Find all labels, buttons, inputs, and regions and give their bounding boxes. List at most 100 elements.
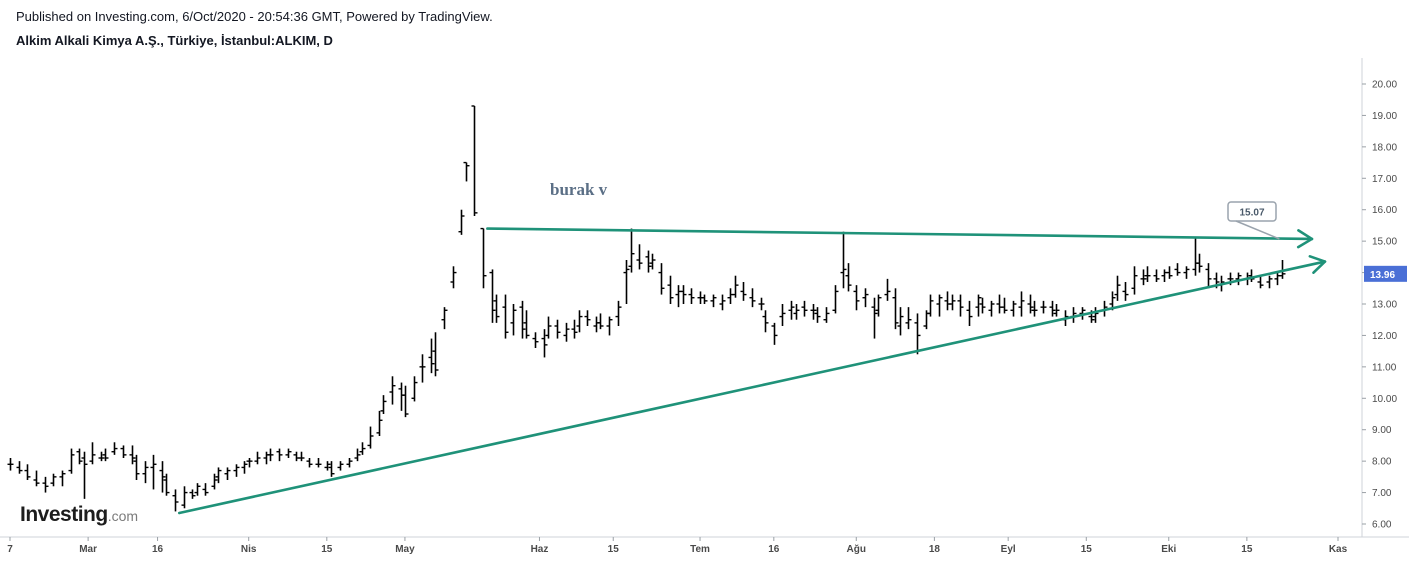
ohlc-bar — [1040, 300, 1047, 314]
x-tick-label: Mar — [79, 544, 97, 555]
ohlc-bar — [727, 288, 734, 304]
ohlc-bar — [1049, 300, 1056, 317]
y-tick-label: 17.00 — [1372, 174, 1397, 185]
ohlc-bar — [832, 285, 839, 314]
ohlc-bar — [680, 285, 687, 304]
ohlc-bar — [541, 329, 548, 358]
ohlc-bar — [493, 294, 500, 323]
ohlc-bar — [215, 467, 222, 484]
ohlc-bar — [740, 282, 747, 301]
ohlc-bar — [241, 461, 248, 474]
ohlc-bar — [779, 304, 786, 326]
ohlc-bar — [1114, 275, 1121, 301]
ohlc-bar — [450, 266, 457, 289]
support-trendline — [177, 260, 1327, 515]
ohlc-bar — [897, 307, 904, 336]
x-tick-label: Eki — [1161, 544, 1176, 555]
ohlc-bar — [563, 322, 570, 342]
ohlc-bar — [1196, 253, 1203, 273]
ohlc-bar — [1010, 300, 1017, 317]
ohlc-bar — [346, 458, 353, 468]
ohlc-bar — [593, 316, 600, 333]
ohlc-bar — [489, 269, 496, 323]
ohlc-bar — [1183, 266, 1190, 279]
ohlc-bar — [389, 376, 396, 405]
ohlc-bar — [224, 467, 231, 480]
ohlc-bar — [254, 451, 261, 465]
x-tick-label: 15 — [1241, 544, 1253, 555]
y-tick-label: 6.00 — [1372, 520, 1392, 531]
ohlc-bar — [367, 426, 374, 449]
trendlines[interactable] — [177, 227, 1327, 515]
ohlc-bar — [823, 307, 830, 323]
ohlc-bar — [810, 304, 817, 320]
x-tick-label: Haz — [531, 544, 549, 555]
ohlc-bar — [892, 288, 899, 330]
published-info: Published on Investing.com, 6/Oct/2020 -… — [16, 9, 493, 24]
ohlc-bars — [7, 105, 1286, 512]
ohlc-bar — [7, 458, 14, 471]
ohlc-bar — [68, 448, 75, 474]
ohlc-bar — [658, 263, 665, 295]
last-price-label: 13.96 — [1370, 270, 1395, 281]
ohlc-bar — [979, 297, 986, 314]
last-price-tag: 13.96 — [1364, 265, 1407, 282]
y-tick-label: 16.00 — [1372, 205, 1397, 216]
ohlc-bar — [133, 454, 140, 480]
ohlc-bar — [81, 451, 88, 499]
ohlc-bar — [33, 470, 40, 487]
ohlc-bar — [996, 294, 1003, 314]
ohlc-bar — [98, 451, 105, 462]
ohlc-bar — [463, 161, 470, 182]
ohlc-bar — [884, 278, 891, 301]
x-tick-label: 15 — [1081, 544, 1093, 555]
ohlc-bar — [749, 288, 756, 308]
ohlc-bar — [944, 291, 951, 311]
ohlc-bar — [875, 294, 882, 317]
ohlc-bar — [758, 297, 765, 311]
ohlc-bar — [688, 288, 695, 304]
ohlc-bar — [554, 319, 561, 339]
ohlc-bar — [1279, 260, 1286, 279]
ohlc-bar — [523, 310, 530, 339]
x-tick-label: 15 — [321, 544, 333, 555]
ohlc-bar — [667, 275, 674, 304]
y-tick-label: 7.00 — [1372, 488, 1392, 499]
y-tick-label: 9.00 — [1372, 425, 1392, 436]
x-tick-label: Ağu — [847, 544, 866, 555]
ohlc-bar — [211, 473, 218, 490]
ohlc-bar — [840, 231, 847, 289]
ohlc-bar — [1140, 269, 1147, 286]
ohlc-bar — [1166, 266, 1173, 279]
annotation-text[interactable]: burak v — [550, 180, 608, 199]
logo-brand: Investing — [20, 503, 108, 526]
ohlc-bar — [1027, 294, 1034, 314]
ohlc-bar — [862, 288, 869, 308]
ohlc-bar — [1257, 275, 1264, 289]
price-callout[interactable]: 15.07 — [1227, 201, 1280, 240]
ohlc-bar — [988, 300, 995, 317]
ohlc-bar — [1131, 266, 1138, 295]
symbol-title: Alkim Alkali Kimya A.Ş., Türkiye, İstanb… — [16, 33, 333, 48]
ohlc-bar — [328, 461, 335, 477]
ohlc-bar — [89, 442, 96, 465]
ohlc-bar — [359, 442, 366, 455]
x-tick-label: Eyl — [1001, 544, 1016, 555]
ohlc-bar — [419, 354, 426, 383]
ohlc-bar — [102, 448, 109, 462]
ohlc-bar — [189, 489, 196, 499]
axes-layer: 6.007.008.009.0010.0011.0012.0013.0014.0… — [0, 58, 1409, 555]
ohlc-bar — [649, 253, 656, 270]
ohlc-bar — [42, 476, 49, 493]
ohlc-bar — [853, 285, 860, 311]
ohlc-bar — [163, 473, 170, 496]
ohlc-bar — [957, 294, 964, 317]
ohlc-bar — [324, 461, 331, 471]
ohlc-bar — [519, 300, 526, 339]
ohlc-bar — [263, 451, 270, 465]
ohlc-bar — [202, 483, 209, 496]
x-tick-label: 16 — [152, 544, 164, 555]
ohlc-bar — [914, 313, 921, 355]
ohlc-bar — [571, 319, 578, 339]
